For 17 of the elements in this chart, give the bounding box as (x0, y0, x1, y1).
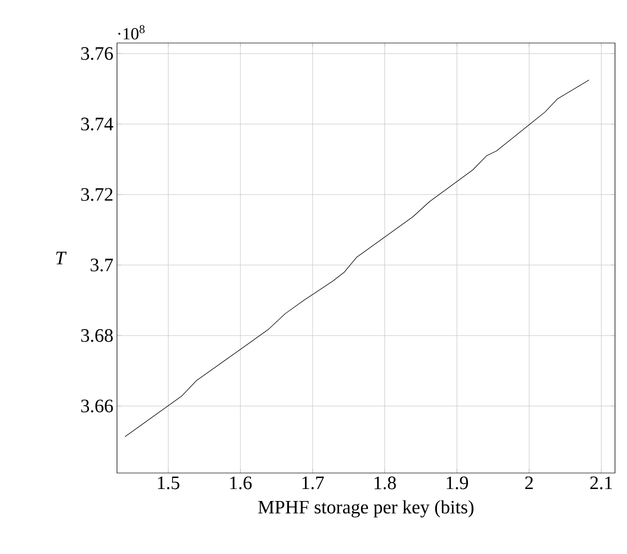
y-tick-label: 3.72 (81, 188, 112, 201)
y-tick-label: 3.7 (90, 258, 113, 272)
x-tick-label: 1.5 (158, 476, 180, 490)
text: ·10$^{8}$ (118, 25, 145, 40)
y-tick-label: 3.74 (81, 118, 114, 130)
y-tick-label: 3.68 (81, 329, 113, 342)
y-tick-label: 3.76 (81, 47, 113, 60)
x-tick-label: 2.1 (590, 476, 612, 490)
x-tick-label: 2 (525, 476, 533, 490)
x-tick-label: 1.7 (302, 476, 324, 490)
y-axis-title: T (56, 252, 67, 264)
x-tick-label: 1.9 (446, 476, 468, 490)
line-series (124, 80, 590, 437)
y-tick-label: 3.66 (81, 400, 113, 412)
x-tick-label: 1.8 (374, 476, 396, 490)
x-tick-label: 1.6 (230, 476, 252, 490)
x-axis-title: MPHF storage per key (bits) (258, 500, 474, 518)
